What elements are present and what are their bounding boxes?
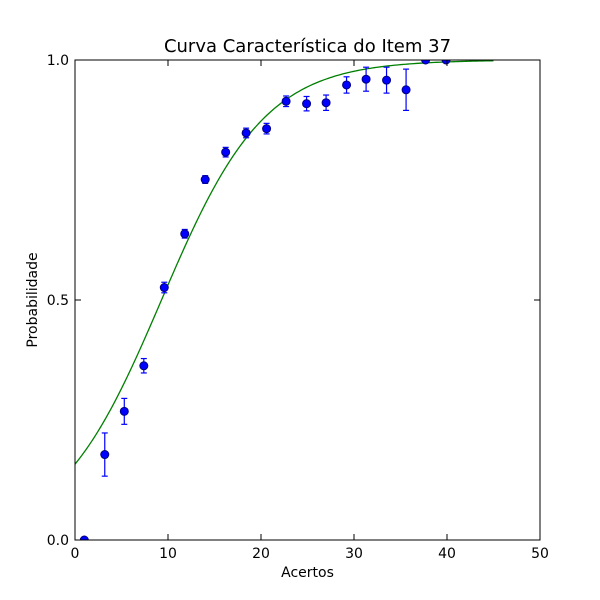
data-point [100,450,110,460]
data-point [119,406,129,416]
data-point [180,229,190,239]
data-point [281,96,291,106]
data-point [79,535,89,540]
x-tick-label: 10 [159,546,177,562]
data-point [139,361,149,371]
data-point [241,128,251,138]
x-tick-label: 0 [71,546,80,562]
plot-area [75,60,540,540]
y-tick-label: 0.0 [47,533,69,549]
chart-title: Curva Característica do Item 37 [164,36,451,57]
data-point [302,99,312,109]
series-group [75,60,494,540]
data-point [321,98,331,108]
data-point [361,74,371,84]
data-point [421,60,431,65]
data-point [200,175,210,185]
y-tick-label: 1.0 [47,53,69,69]
data-point [401,85,411,95]
x-tick-label: 30 [345,546,363,562]
x-tick-label: 40 [438,546,456,562]
data-point [262,124,272,134]
x-tick-label: 20 [252,546,270,562]
y-axis-label: Probabilidade [25,252,41,347]
x-axis-label: Acertos [281,565,334,581]
plot-frame [74,59,541,541]
data-point [441,60,451,65]
data-point [342,80,352,90]
data-point [159,283,169,293]
plot-background [75,60,540,540]
data-point [382,75,392,85]
y-tick-label: 0.5 [47,293,69,309]
x-tick-label: 50 [531,546,549,562]
data-point [221,147,231,157]
